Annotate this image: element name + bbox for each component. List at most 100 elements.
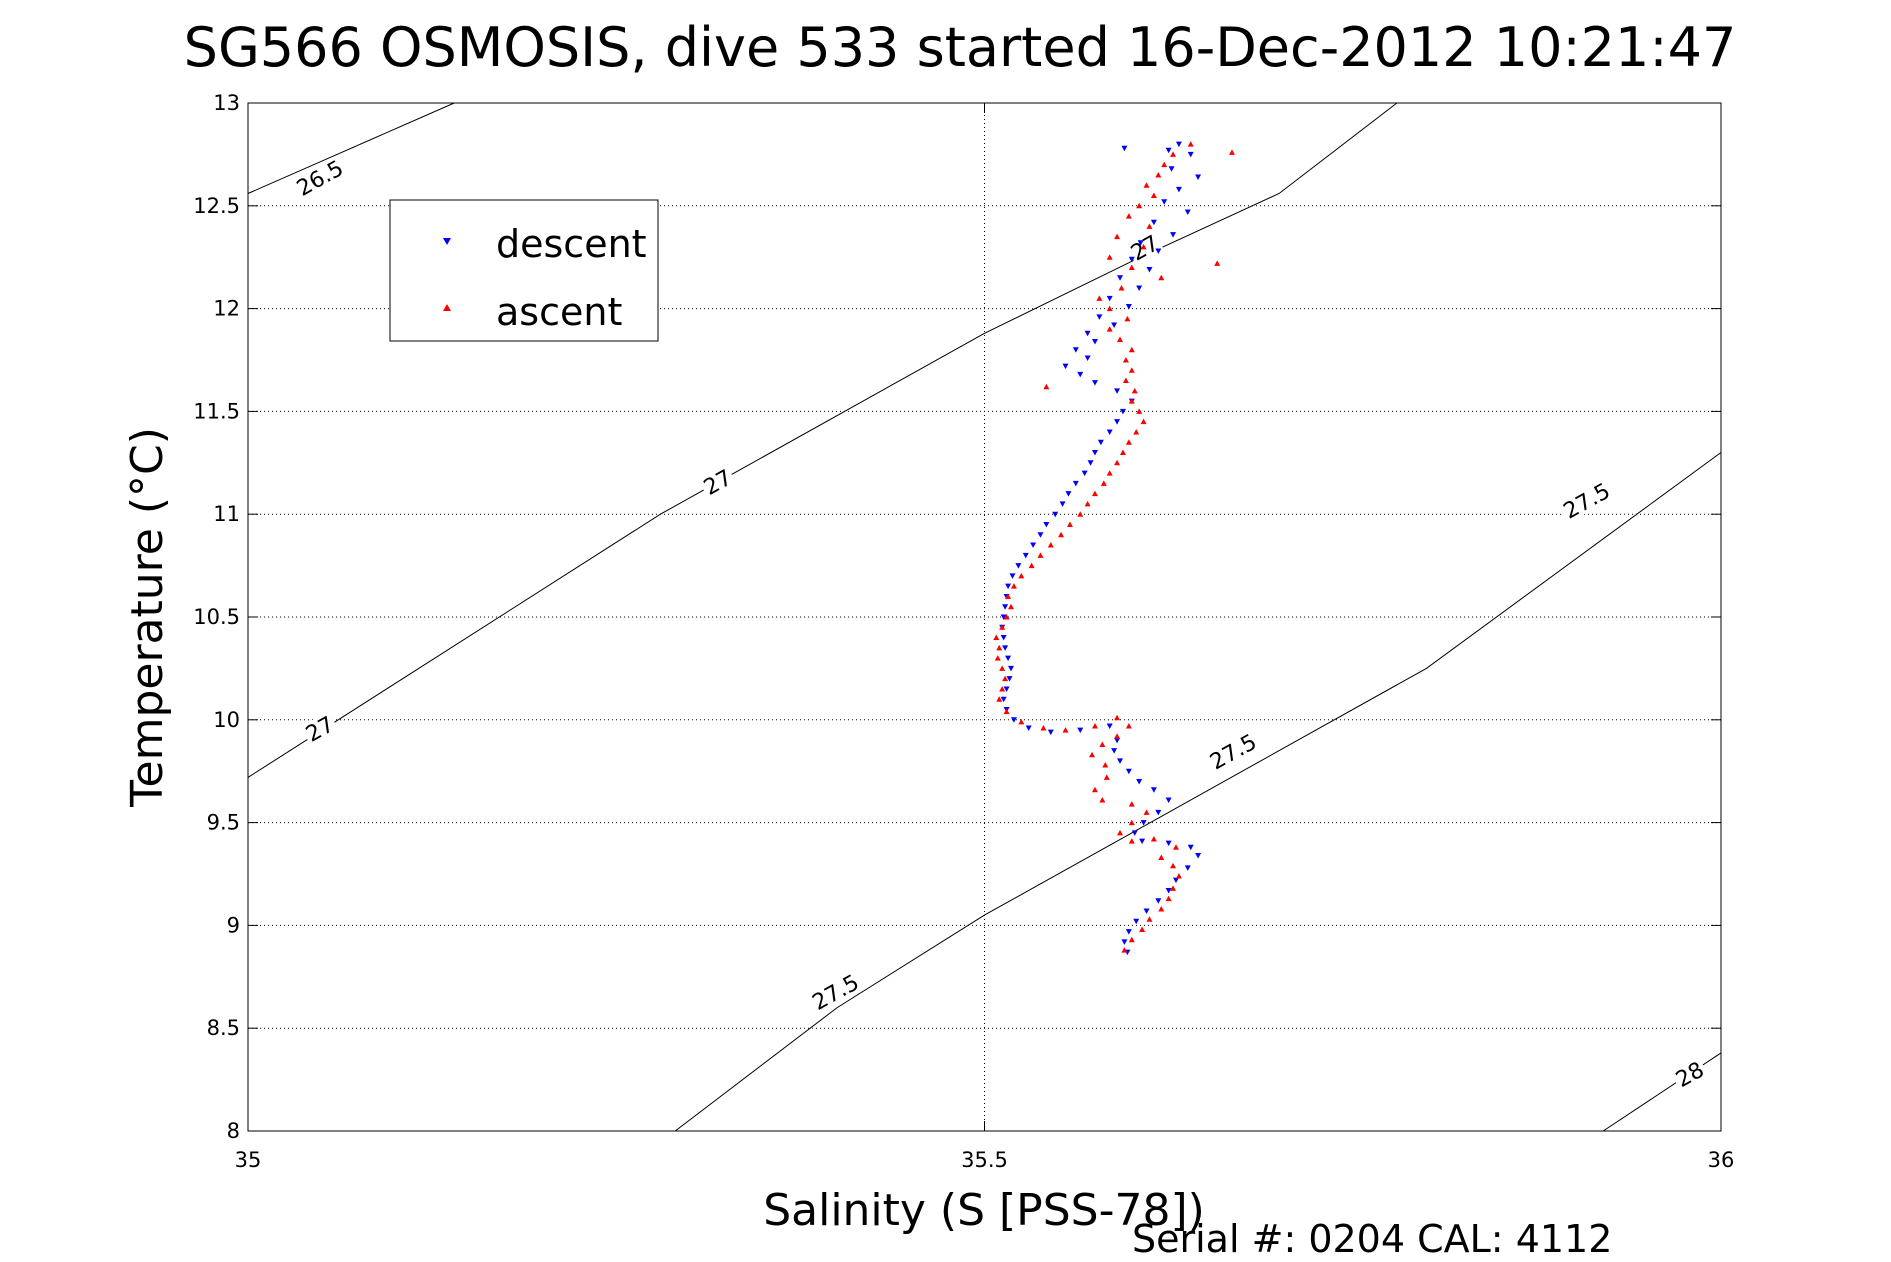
ascent-point bbox=[1228, 149, 1235, 155]
series-ascent bbox=[993, 141, 1235, 953]
descent-point bbox=[1172, 877, 1179, 884]
y-tick-label: 12.5 bbox=[193, 194, 240, 218]
ascent-point bbox=[1091, 490, 1098, 497]
descent-point bbox=[1125, 929, 1132, 935]
descent-point bbox=[1047, 729, 1054, 736]
ascent-point bbox=[1128, 801, 1135, 807]
descent-point bbox=[1117, 275, 1124, 281]
ascent-point bbox=[1114, 233, 1121, 240]
isopycnal-line bbox=[247, 102, 455, 194]
descent-point bbox=[1106, 429, 1113, 435]
ascent-point bbox=[1128, 838, 1135, 844]
descent-point bbox=[1030, 542, 1037, 549]
ascent-point bbox=[1214, 260, 1221, 266]
descent-point bbox=[1133, 918, 1140, 925]
ascent-point bbox=[1122, 357, 1129, 363]
ascent-point bbox=[1170, 862, 1177, 869]
descent-point bbox=[1143, 908, 1150, 915]
ascent-point bbox=[1121, 947, 1128, 953]
descent-point bbox=[1111, 322, 1118, 329]
ascent-point bbox=[1165, 895, 1172, 902]
ascent-point bbox=[1139, 926, 1146, 933]
descent-point bbox=[1140, 820, 1147, 826]
ascent-point bbox=[1106, 470, 1113, 476]
descent-point bbox=[1161, 199, 1168, 205]
descent-point bbox=[1091, 380, 1098, 386]
ascent-point bbox=[1146, 916, 1153, 922]
ascent-point bbox=[1128, 346, 1135, 353]
y-tick-label: 8.5 bbox=[207, 1016, 240, 1040]
descent-point bbox=[1097, 439, 1104, 446]
descent-point bbox=[1155, 248, 1162, 255]
ascent-point bbox=[1136, 202, 1143, 209]
legend-box bbox=[389, 199, 659, 342]
isopycnal-label-bg bbox=[698, 464, 737, 500]
ascent-point bbox=[1114, 733, 1121, 739]
descent-point bbox=[1043, 521, 1050, 528]
ascent-point bbox=[993, 634, 1000, 641]
ascent-point bbox=[1010, 583, 1017, 589]
descent-point bbox=[1072, 347, 1079, 353]
descent-point bbox=[1084, 330, 1091, 337]
descent-point bbox=[1165, 147, 1172, 154]
ascent-point bbox=[1118, 285, 1125, 291]
ascent-point bbox=[1158, 274, 1165, 281]
descent-point bbox=[1114, 419, 1121, 425]
ascent-point bbox=[1005, 593, 1012, 599]
descent-point bbox=[1000, 614, 1007, 620]
y-tick-label: 11.5 bbox=[193, 399, 240, 423]
isopycnal-label-bg bbox=[1670, 1056, 1709, 1092]
descent-point bbox=[1062, 363, 1069, 370]
ascent-point bbox=[1103, 774, 1110, 780]
descent-point bbox=[1117, 758, 1124, 764]
ascent-point bbox=[1114, 459, 1121, 466]
descent-point bbox=[1091, 450, 1098, 456]
ascent-point bbox=[1002, 675, 1009, 682]
descent-point bbox=[1002, 645, 1009, 651]
isopycnal-label-bg bbox=[804, 968, 866, 1016]
descent-point bbox=[1165, 840, 1172, 847]
isopycnal-line bbox=[674, 452, 1722, 1132]
ascent-point bbox=[1008, 603, 1015, 610]
ascent-point bbox=[1131, 387, 1138, 394]
ascent-point bbox=[1003, 708, 1010, 715]
descent-point bbox=[1175, 186, 1182, 193]
descent-point bbox=[1005, 655, 1012, 662]
legend-ascent-label: ascent bbox=[496, 290, 622, 334]
isopycnal-label-bg bbox=[288, 153, 351, 202]
ascent-point bbox=[1161, 161, 1168, 168]
descent-point bbox=[1084, 355, 1091, 361]
ascent-point bbox=[1106, 305, 1113, 312]
ascent-point bbox=[1099, 741, 1106, 747]
x-tick-label: 36 bbox=[1708, 1148, 1735, 1172]
ascent-point bbox=[1018, 718, 1025, 725]
ascent-point bbox=[1117, 336, 1124, 342]
ascent-point bbox=[1117, 829, 1124, 836]
descent-point bbox=[1184, 865, 1191, 871]
ascent-point bbox=[1062, 727, 1069, 733]
descent-point bbox=[1059, 501, 1066, 507]
descent-point bbox=[1015, 563, 1022, 569]
descent-point bbox=[1119, 408, 1126, 415]
ascent-point bbox=[1128, 367, 1135, 373]
ascent-point bbox=[1106, 254, 1113, 260]
ascent-point bbox=[1091, 786, 1098, 793]
descent-point bbox=[1155, 809, 1162, 816]
ascent-point bbox=[999, 665, 1006, 671]
descent-point bbox=[1168, 166, 1175, 172]
ascent-point bbox=[1172, 844, 1179, 850]
ascent-point bbox=[1125, 213, 1132, 219]
ascent-point bbox=[1150, 836, 1157, 842]
ascent-point bbox=[1143, 809, 1150, 815]
ascent-point bbox=[1128, 398, 1135, 404]
legend-descent-marker bbox=[443, 238, 451, 245]
descent-point bbox=[1131, 830, 1138, 836]
descent-point bbox=[1146, 267, 1153, 273]
descent-point bbox=[1000, 696, 1007, 703]
descent-point bbox=[1077, 727, 1084, 734]
descent-point bbox=[1000, 635, 1007, 641]
descent-point bbox=[1187, 844, 1194, 851]
descent-point bbox=[1005, 583, 1012, 590]
ascent-point bbox=[999, 624, 1006, 630]
